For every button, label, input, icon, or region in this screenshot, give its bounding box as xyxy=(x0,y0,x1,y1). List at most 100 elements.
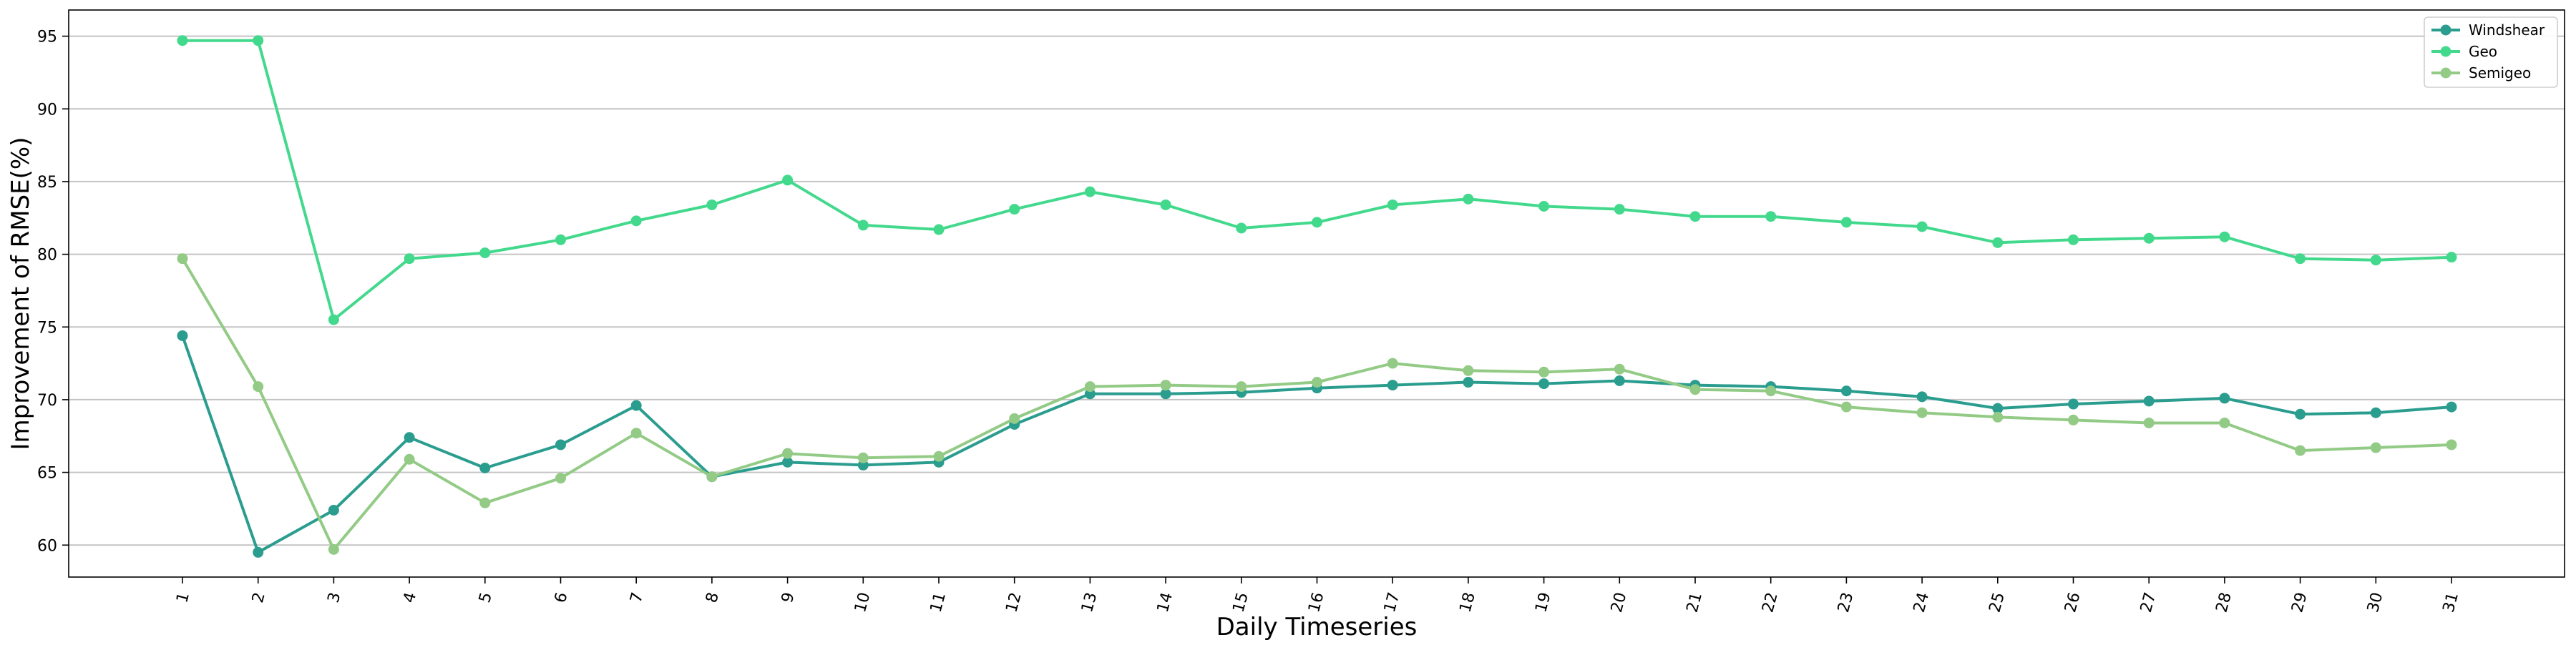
data-point xyxy=(1009,204,1020,215)
legend: Windshear Geo Semigeo xyxy=(2424,16,2558,88)
data-point xyxy=(328,504,339,516)
legend-swatch-marker xyxy=(2440,67,2451,79)
data-point xyxy=(2219,417,2230,428)
y-tick-label: 60 xyxy=(37,537,57,555)
x-tick-label: 8 xyxy=(703,591,723,605)
data-point xyxy=(2295,445,2306,456)
x-tick-label: 2 xyxy=(249,591,269,605)
data-point xyxy=(1463,365,1474,376)
data-point xyxy=(404,253,415,265)
data-point xyxy=(2370,442,2381,453)
y-tick-label: 85 xyxy=(37,174,57,192)
legend-item: Windshear xyxy=(2431,21,2545,39)
data-point xyxy=(1538,366,1550,378)
data-point xyxy=(1463,377,1474,388)
data-point xyxy=(2219,231,2230,242)
data-point xyxy=(1765,211,1777,222)
data-point xyxy=(1387,380,1398,391)
data-point xyxy=(479,463,491,473)
data-point xyxy=(1387,358,1398,369)
data-point xyxy=(2068,398,2079,410)
y-tick-label: 65 xyxy=(37,465,57,483)
data-point xyxy=(630,215,642,227)
y-tick-label: 95 xyxy=(37,29,57,46)
data-point xyxy=(479,497,491,508)
data-point xyxy=(1312,217,1322,228)
legend-label: Semigeo xyxy=(2469,64,2531,82)
x-tick-label: 7 xyxy=(628,591,648,605)
legend-swatch-marker xyxy=(2440,46,2451,57)
data-point xyxy=(1236,381,1247,393)
x-tick-label: 4 xyxy=(400,591,420,605)
data-point xyxy=(1689,211,1701,222)
data-point xyxy=(555,473,566,484)
data-point xyxy=(782,174,794,186)
data-point xyxy=(1538,378,1550,390)
legend-label: Windshear xyxy=(2469,21,2545,39)
data-point xyxy=(2446,439,2457,450)
data-point xyxy=(2446,252,2457,263)
data-point xyxy=(177,35,188,46)
data-point xyxy=(1916,221,1928,232)
data-point xyxy=(1160,199,1171,210)
data-point xyxy=(706,199,718,210)
data-point xyxy=(1614,363,1625,375)
data-point xyxy=(933,224,945,235)
data-point xyxy=(1916,407,1928,418)
data-point xyxy=(253,35,264,46)
data-point xyxy=(1312,377,1322,388)
data-point xyxy=(555,234,566,245)
x-tick-label: 5 xyxy=(476,591,496,605)
legend-label: Geo xyxy=(2469,43,2497,60)
data-point xyxy=(933,450,945,462)
y-tick-label: 70 xyxy=(37,392,57,410)
data-point xyxy=(1084,186,1096,197)
data-point xyxy=(1538,201,1550,212)
x-tick-label: 9 xyxy=(779,591,799,605)
data-point xyxy=(706,471,718,483)
data-point xyxy=(404,453,415,465)
data-point xyxy=(1009,413,1020,424)
data-point xyxy=(2295,408,2306,420)
x-tick-label: 1 xyxy=(173,591,193,605)
data-point xyxy=(328,314,339,325)
data-point xyxy=(177,253,188,265)
data-point xyxy=(2295,253,2306,265)
data-point xyxy=(857,220,869,231)
data-point xyxy=(1160,380,1171,391)
data-point xyxy=(1387,199,1398,210)
data-point xyxy=(2143,232,2155,244)
data-point xyxy=(2219,393,2230,404)
legend-item: Geo xyxy=(2431,43,2497,60)
series-semigeo xyxy=(177,253,2457,555)
data-point xyxy=(1840,217,1852,228)
data-point xyxy=(782,456,794,468)
legend-swatch-marker xyxy=(2440,24,2451,36)
data-point xyxy=(555,439,566,450)
y-tick-label: 90 xyxy=(37,101,57,119)
series-geo xyxy=(177,35,2457,325)
x-axis-title: Daily Timeseries xyxy=(1216,613,1418,641)
data-point xyxy=(1992,403,2004,414)
y-axis: 60 65 70 75 80 85 90 95 xyxy=(37,29,69,555)
series-windshear xyxy=(177,330,2457,558)
data-point xyxy=(1614,375,1625,386)
legend-item: Semigeo xyxy=(2431,64,2531,82)
data-point xyxy=(2370,255,2381,266)
data-point xyxy=(1992,411,2004,423)
data-point xyxy=(2370,407,2381,418)
data-point xyxy=(630,400,642,411)
data-point xyxy=(177,330,188,341)
legend-box xyxy=(2424,16,2558,88)
data-point xyxy=(2143,417,2155,428)
data-point xyxy=(328,543,339,555)
data-point xyxy=(1160,388,1171,400)
data-point xyxy=(1916,391,1928,403)
data-point xyxy=(253,381,264,393)
data-point xyxy=(404,432,415,443)
data-point xyxy=(782,448,794,459)
y-axis-title: Improvement of RMSE(%) xyxy=(6,137,35,450)
data-point xyxy=(253,546,264,558)
data-point xyxy=(630,428,642,439)
